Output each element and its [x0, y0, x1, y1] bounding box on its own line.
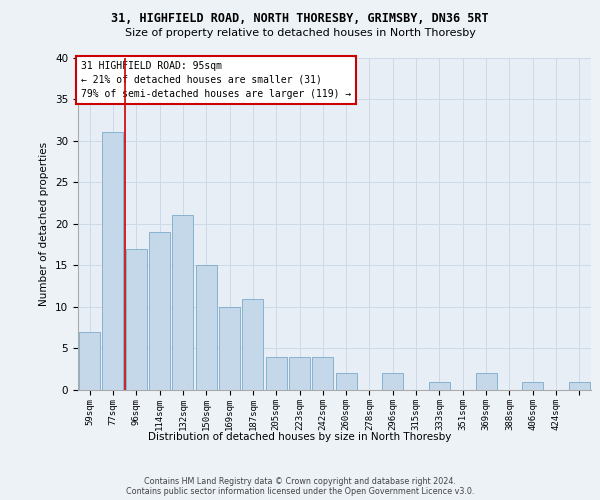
Bar [172, 216, 193, 390]
Y-axis label: Number of detached properties: Number of detached properties [40, 142, 49, 306]
Bar [476, 374, 497, 390]
Bar [429, 382, 450, 390]
Bar [149, 232, 170, 390]
Text: 31 HIGHFIELD ROAD: 95sqm
← 21% of detached houses are smaller (31)
79% of semi-d: 31 HIGHFIELD ROAD: 95sqm ← 21% of detach… [80, 61, 351, 99]
Bar [382, 374, 403, 390]
Bar [313, 357, 334, 390]
Text: Size of property relative to detached houses in North Thoresby: Size of property relative to detached ho… [125, 28, 475, 38]
Bar [569, 382, 590, 390]
Bar [79, 332, 100, 390]
Bar [335, 374, 356, 390]
Bar [242, 298, 263, 390]
Bar [103, 132, 124, 390]
Bar [522, 382, 543, 390]
Text: Contains public sector information licensed under the Open Government Licence v3: Contains public sector information licen… [126, 487, 474, 496]
Text: Contains HM Land Registry data © Crown copyright and database right 2024.: Contains HM Land Registry data © Crown c… [144, 477, 456, 486]
Text: Distribution of detached houses by size in North Thoresby: Distribution of detached houses by size … [148, 432, 452, 442]
Bar [219, 307, 240, 390]
Bar [196, 266, 217, 390]
Bar [289, 357, 310, 390]
Bar [126, 248, 147, 390]
Bar [266, 357, 287, 390]
Text: 31, HIGHFIELD ROAD, NORTH THORESBY, GRIMSBY, DN36 5RT: 31, HIGHFIELD ROAD, NORTH THORESBY, GRIM… [111, 12, 489, 26]
